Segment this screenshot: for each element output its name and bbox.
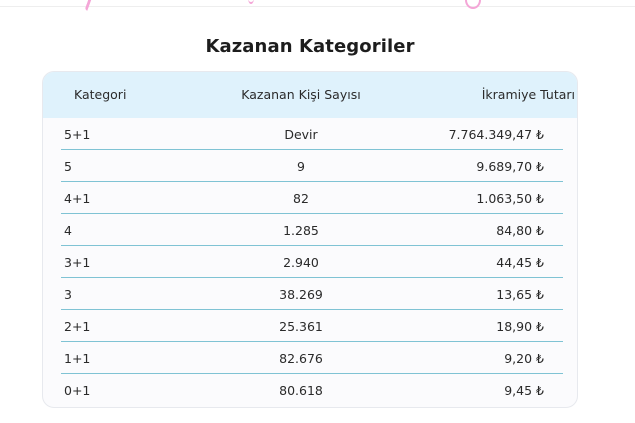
cell-prize: 1.063,50 ₺ [476, 191, 544, 206]
cell-category: 4+1 [64, 191, 91, 206]
cell-category: 5+1 [64, 127, 91, 142]
column-header-prize: İkramiye Tutarı [481, 87, 575, 102]
decorative-stroke-icon [248, 0, 254, 4]
cell-winners: 82.676 [279, 351, 323, 366]
cell-winners: 1.285 [283, 223, 319, 238]
cell-winners: 38.269 [279, 287, 323, 302]
column-header-winners: Kazanan Kişi Sayısı [241, 87, 361, 102]
cell-winners: 9 [297, 159, 305, 174]
cell-prize: 9,45 ₺ [504, 383, 544, 398]
cell-prize: 9,20 ₺ [504, 351, 544, 366]
cell-winners: 82 [293, 191, 309, 206]
top-banner-strip [0, 0, 635, 13]
cell-winners: 2.940 [283, 255, 319, 270]
table-row: 1+1 82.676 9,20 ₺ [61, 342, 563, 374]
cell-prize: 44,45 ₺ [496, 255, 544, 270]
cell-category: 0+1 [64, 383, 91, 398]
table-row: 0+1 80.618 9,45 ₺ [61, 374, 563, 406]
cell-prize: 7.764.349,47 ₺ [448, 127, 544, 142]
cell-category: 5 [64, 159, 72, 174]
column-header-category: Kategori [74, 87, 127, 102]
table-row: 3 38.269 13,65 ₺ [61, 278, 563, 310]
cell-winners: Devir [284, 127, 318, 142]
cell-prize: 13,65 ₺ [496, 287, 544, 302]
table-row: 2+1 25.361 18,90 ₺ [61, 310, 563, 342]
cell-category: 1+1 [64, 351, 91, 366]
table-header: Kategori Kazanan Kişi Sayısı İkramiye Tu… [43, 72, 577, 118]
table-row: 4 1.285 84,80 ₺ [61, 214, 563, 246]
table-row: 4+1 82 1.063,50 ₺ [61, 182, 563, 214]
cell-winners: 25.361 [279, 319, 323, 334]
cell-prize: 9.689,70 ₺ [476, 159, 544, 174]
cell-category: 3+1 [64, 255, 91, 270]
cell-prize: 18,90 ₺ [496, 319, 544, 334]
table-row: 3+1 2.940 44,45 ₺ [61, 246, 563, 278]
cell-category: 4 [64, 223, 72, 238]
page-title: Kazanan Kategoriler [205, 36, 415, 57]
cell-winners: 80.618 [279, 383, 323, 398]
cell-category: 2+1 [64, 319, 91, 334]
decorative-circle-icon [465, 0, 481, 9]
table-row: 5 9 9.689,70 ₺ [61, 150, 563, 182]
table-row: 5+1 Devir 7.764.349,47 ₺ [61, 118, 563, 150]
results-table: Kategori Kazanan Kişi Sayısı İkramiye Tu… [42, 71, 578, 408]
cell-prize: 84,80 ₺ [496, 223, 544, 238]
cell-category: 3 [64, 287, 72, 302]
decorative-stroke-icon [84, 0, 101, 13]
